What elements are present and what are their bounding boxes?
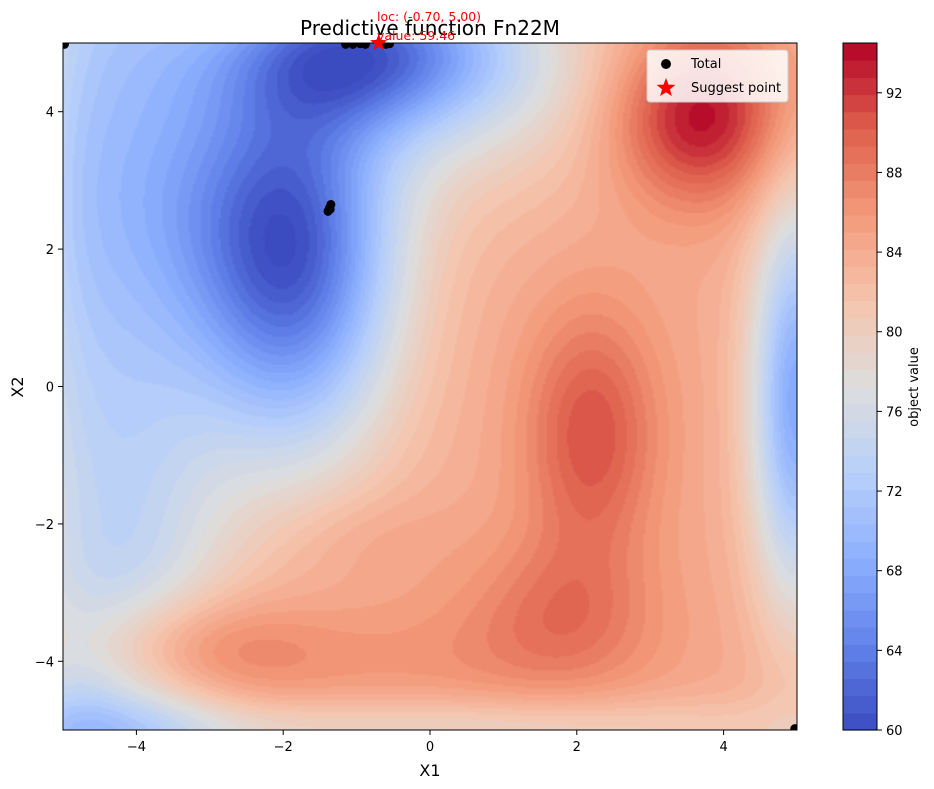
- annotation-loc: loc: (-0.70, 5.00): [377, 9, 481, 24]
- colorbar-band: [843, 146, 877, 164]
- suggest-point-layer: [370, 34, 388, 51]
- colorbar-band: [843, 94, 877, 113]
- colorbar-tick-label: 60: [886, 724, 903, 739]
- colorbar-tick-label: 64: [886, 644, 903, 659]
- y-tick-label: 4: [46, 106, 54, 121]
- colorbar-band: [843, 77, 877, 96]
- colorbar-tick-label: 80: [886, 326, 903, 341]
- y-tick-label: −4: [35, 655, 54, 670]
- colorbar-band: [843, 489, 877, 508]
- total-point: [348, 43, 358, 49]
- colorbar-band: [843, 214, 877, 233]
- legend-box: [646, 49, 789, 103]
- legend-star-icon: [656, 78, 676, 97]
- colorbar-band: [843, 695, 877, 714]
- y-tick-label: 2: [46, 243, 54, 258]
- colorbar-band: [843, 231, 877, 250]
- colorbar-band: [843, 420, 877, 439]
- total-point: [341, 43, 351, 49]
- colorbar-band: [843, 644, 877, 662]
- colorbar-band: [843, 386, 877, 405]
- annotation-value: value: 59.46: [377, 28, 455, 43]
- colorbar-band: [843, 609, 877, 628]
- x-axis: −4 −2 0 2 4: [127, 730, 728, 755]
- colorbar-tick-label: 84: [886, 246, 903, 261]
- colorbar-band: [843, 712, 877, 731]
- total-point: [385, 43, 395, 49]
- colorbar-tick-label: 88: [886, 166, 903, 181]
- legend-total-marker: [661, 59, 671, 69]
- colorbar-band: [843, 438, 877, 456]
- scatter-layer: [63, 43, 797, 730]
- contour-surface: [63, 43, 797, 730]
- colorbar-band: [843, 334, 877, 353]
- colorbar-band: [843, 249, 877, 267]
- legend-total-label: Total: [690, 57, 721, 72]
- y-tick-label: −2: [35, 518, 54, 533]
- legend: Total Suggest point: [646, 49, 789, 103]
- colorbar-band: [843, 283, 877, 302]
- colorbar-band: [843, 163, 877, 181]
- x-tick-label: −4: [127, 740, 146, 755]
- colorbar-band: [843, 403, 877, 422]
- colorbar-band: [843, 541, 877, 559]
- colorbar-band: [843, 111, 877, 130]
- total-point: [360, 43, 370, 49]
- colorbar-band: [843, 352, 877, 370]
- colorbar-band: [843, 60, 877, 78]
- colorbar-band: [843, 128, 877, 147]
- y-axis-label: X2: [8, 376, 27, 397]
- colorbar-tick-label: 76: [886, 405, 903, 420]
- total-point: [63, 43, 69, 49]
- colorbar-band: [843, 523, 877, 542]
- x-tick-label: 0: [426, 740, 434, 755]
- colorbar-band: [843, 369, 877, 388]
- x-axis-label: X1: [419, 761, 440, 780]
- colorbar-band: [843, 266, 877, 285]
- x-tick-label: 4: [719, 740, 727, 755]
- colorbar-band: [843, 317, 877, 336]
- chart-title: Predictive function Fn22M: [300, 16, 560, 40]
- colorbar-band: [843, 661, 877, 680]
- colorbar-bands: [843, 43, 877, 731]
- y-tick-label: 0: [46, 381, 54, 396]
- colorbar-band: [843, 472, 877, 491]
- colorbar-band: [843, 300, 877, 319]
- colorbar-tick-label: 68: [886, 565, 903, 580]
- colorbar-band: [843, 592, 877, 611]
- suggest-point-star: [370, 34, 388, 51]
- y-axis: −4 −2 0 2 4: [35, 106, 63, 670]
- x-tick-label: −2: [274, 740, 293, 755]
- colorbar-band: [843, 506, 877, 525]
- colorbar-band: [843, 43, 877, 61]
- colorbar-tick-label: 72: [886, 485, 903, 500]
- colorbar-band: [843, 558, 877, 577]
- total-point: [325, 204, 335, 214]
- colorbar-label: object value: [907, 347, 922, 427]
- colorbar: 60 64 68 72 76 80 84 88 92 object value: [842, 42, 922, 739]
- x-tick-label: 2: [573, 740, 581, 755]
- colorbar-band: [843, 180, 877, 199]
- total-point: [790, 724, 797, 730]
- colorbar-band: [843, 575, 877, 594]
- colorbar-band: [843, 197, 877, 216]
- colorbar-band: [843, 626, 877, 645]
- legend-suggest-label: Suggest point: [691, 81, 781, 96]
- colorbar-tick-label: 92: [886, 87, 903, 102]
- colorbar-band: [843, 455, 877, 473]
- colorbar-frame: [842, 42, 878, 731]
- colorbar-ticks: 60 64 68 72 76 80 84 88 92: [877, 87, 903, 739]
- plot-area: [62, 42, 798, 731]
- colorbar-band: [843, 678, 877, 697]
